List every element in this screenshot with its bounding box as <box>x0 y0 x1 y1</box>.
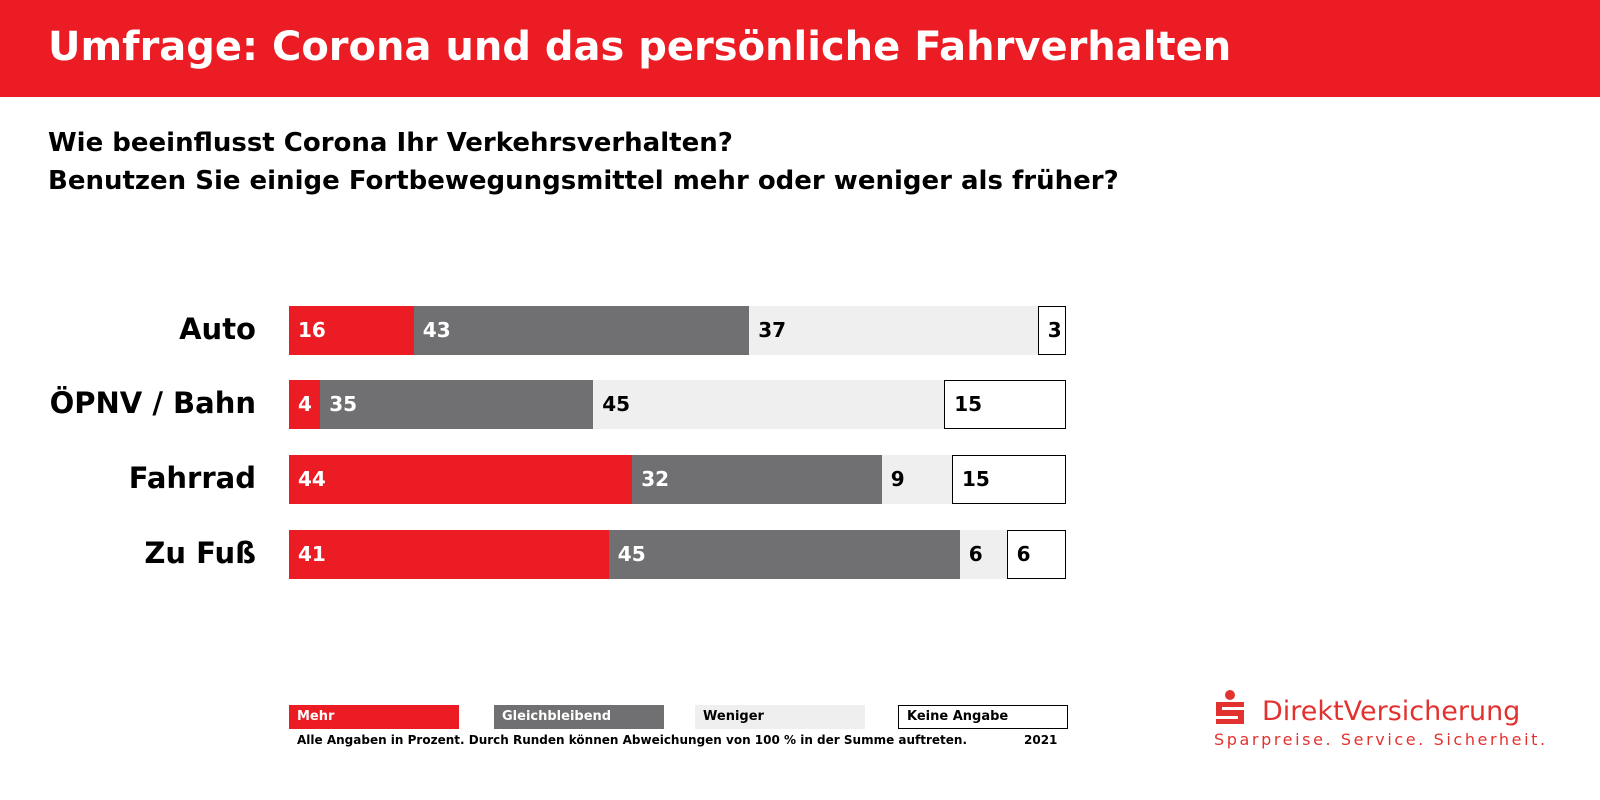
data-label: 43 <box>422 318 451 342</box>
page-title: Umfrage: Corona und das persönliche Fahr… <box>48 24 1232 70</box>
bar-segment-gleichbleibend: 45 <box>608 530 960 579</box>
data-label: 37 <box>758 318 787 342</box>
bar-segment-weniger: 9 <box>881 455 952 504</box>
data-label: 4 <box>298 392 312 416</box>
bar-segment-keine-angabe: 15 <box>952 455 1066 504</box>
data-label: 6 <box>1016 542 1031 566</box>
question-line-1: Wie beeinflusst Corona Ihr Verkehrsverha… <box>48 128 733 158</box>
bar-segment-keine-angabe: 15 <box>944 380 1066 429</box>
bar-segment-weniger: 37 <box>749 306 1038 355</box>
category-label: Auto <box>179 312 256 346</box>
category-label: ÖPNV / Bahn <box>49 386 256 420</box>
year: 2021 <box>1024 733 1058 747</box>
category-label: Fahrrad <box>128 461 256 495</box>
sparkasse-s-icon <box>1216 690 1244 724</box>
data-label: 44 <box>298 467 326 491</box>
legend-item: Mehr <box>289 705 459 729</box>
data-label: 9 <box>890 467 905 491</box>
data-label: 35 <box>329 392 358 416</box>
data-label: 15 <box>962 467 990 491</box>
header-banner: Umfrage: Corona und das persönliche Fahr… <box>0 0 1600 97</box>
data-label: 41 <box>298 542 326 566</box>
bar-segment-gleichbleibend: 43 <box>413 306 750 355</box>
bar-segment-weniger: 6 <box>959 530 1007 579</box>
data-label: 45 <box>617 542 646 566</box>
bar-segment-mehr: 41 <box>289 530 609 579</box>
bar-segment-keine-angabe: 6 <box>1006 530 1066 579</box>
bar-segment-weniger: 45 <box>593 380 945 429</box>
question-line-2: Benutzen Sie einige Fortbewegungsmittel … <box>48 166 1119 196</box>
bar-segment-mehr: 44 <box>289 455 633 504</box>
data-label: 16 <box>298 318 326 342</box>
legend-item: Weniger <box>695 705 865 729</box>
logo-name: DirektVersicherung <box>1262 696 1521 727</box>
data-label: 32 <box>641 467 670 491</box>
category-label: Zu Fuß <box>144 536 256 570</box>
logo-tagline: Sparpreise. Service. Sicherheit. <box>1214 730 1548 749</box>
bar-segment-mehr: 4 <box>289 380 321 429</box>
bar-segment-keine-angabe: 3 <box>1037 306 1066 355</box>
bar-segment-gleichbleibend: 35 <box>320 380 594 429</box>
data-label: 3 <box>1047 318 1062 342</box>
legend-item: Gleichbleibend <box>494 705 664 729</box>
data-label: 6 <box>968 542 983 566</box>
bar-segment-mehr: 16 <box>289 306 414 355</box>
footnote: Alle Angaben in Prozent. Durch Runden kö… <box>297 733 968 747</box>
bar-segment-gleichbleibend: 32 <box>632 455 882 504</box>
legend-item: Keine Angabe <box>898 705 1068 729</box>
data-label: 15 <box>954 392 983 416</box>
data-label: 45 <box>602 392 631 416</box>
